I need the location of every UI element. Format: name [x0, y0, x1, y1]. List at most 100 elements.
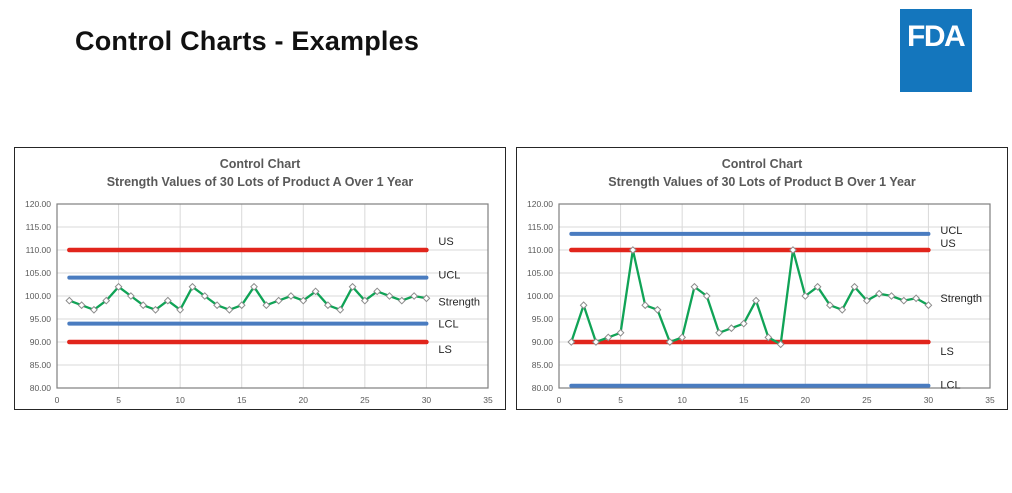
series-label-strength: Strength	[940, 293, 982, 305]
page-title: Control Charts - Examples	[75, 26, 420, 56]
data-point-marker	[385, 292, 394, 300]
data-point-marker	[776, 340, 785, 349]
data-point-marker	[348, 282, 357, 291]
plot-border	[56, 203, 489, 389]
y-tick-label: 85.00	[532, 360, 554, 370]
data-point-marker	[250, 282, 258, 291]
data-point-marker	[641, 301, 650, 310]
ref-line-label-ucl: UCL	[438, 270, 460, 282]
data-point-marker	[77, 301, 86, 310]
fda-logo: FDA	[900, 9, 972, 92]
data-point-marker	[912, 294, 921, 303]
data-point-marker	[715, 328, 723, 337]
chart-b-plot: 80.00 85.00 90.00 95.00 100.00 105.00 110.00 11…	[527, 199, 995, 405]
fda-logo-text: FDA	[907, 20, 966, 53]
data-point-marker	[126, 292, 135, 300]
data-point-marker	[163, 296, 172, 305]
data-point-marker	[665, 338, 674, 346]
data-point-marker	[299, 296, 308, 305]
x-tick-label: 15	[739, 395, 749, 405]
y-tick-label: 110.00	[528, 245, 554, 255]
data-point-marker	[139, 301, 148, 310]
data-point-marker	[887, 292, 896, 300]
data-point-marker	[102, 296, 111, 305]
data-point-marker	[789, 246, 797, 254]
data-point-marker	[727, 324, 736, 333]
chart-b-title-line1: Control Chart	[721, 157, 803, 171]
x-tick-label: 35	[483, 395, 493, 405]
data-point-marker	[752, 296, 760, 305]
data-point-marker	[899, 296, 908, 305]
data-point-marker	[801, 292, 810, 300]
data-point-marker	[924, 301, 933, 310]
chart-b-title: Control Chart Strength Values of 30 Lots…	[517, 155, 1007, 191]
x-tick-label: 30	[422, 395, 432, 405]
ref-line-label-us: US	[940, 238, 955, 250]
data-point-marker	[360, 296, 369, 305]
data-point-marker	[592, 338, 600, 346]
x-tick-label: 5	[116, 395, 121, 405]
x-tick-label: 10	[175, 395, 185, 405]
data-point-marker	[567, 338, 576, 346]
data-point-marker	[579, 301, 588, 310]
x-tick-label: 5	[618, 395, 623, 405]
x-tick-label: 0	[557, 395, 562, 405]
y-tick-label: 80.00	[30, 383, 52, 393]
y-tick-label: 95.00	[30, 314, 52, 324]
ref-line-label-lcl: LCL	[940, 380, 960, 392]
y-tick-label: 105.00	[527, 268, 553, 278]
y-tick-label: 80.00	[532, 383, 554, 393]
data-point-marker	[826, 301, 834, 310]
strength-series-line	[68, 285, 427, 311]
x-tick-label: 25	[862, 395, 872, 405]
data-point-marker	[862, 296, 871, 305]
data-point-marker	[850, 282, 859, 291]
data-point-marker	[336, 305, 345, 314]
data-point-marker	[397, 296, 406, 305]
data-point-marker	[65, 296, 74, 305]
y-tick-label: 100.00	[25, 291, 51, 301]
x-tick-label: 0	[55, 395, 60, 405]
data-point-marker	[262, 301, 271, 310]
y-tick-label: 105.00	[25, 268, 51, 278]
y-tick-label: 100.00	[527, 291, 553, 301]
y-tick-label: 115.00	[528, 222, 554, 232]
data-point-marker	[838, 305, 847, 314]
data-point-marker	[813, 282, 822, 291]
data-point-marker	[225, 305, 234, 314]
y-tick-label: 95.00	[532, 314, 554, 324]
data-point-marker	[287, 292, 295, 300]
x-tick-label: 25	[360, 395, 370, 405]
y-tick-label: 120.00	[527, 199, 553, 209]
y-tick-label: 115.00	[26, 222, 52, 232]
ref-line-label-ucl: UCL	[940, 225, 962, 237]
chart-b-title-line2: Strength Values of 30 Lots of Product B …	[608, 175, 916, 189]
data-point-marker	[690, 282, 699, 291]
y-tick-label: 85.00	[30, 360, 52, 370]
data-point-marker	[90, 305, 98, 314]
data-point-marker	[628, 246, 637, 254]
data-point-marker	[422, 294, 431, 303]
y-tick-label: 90.00	[30, 337, 52, 347]
data-point-marker	[114, 282, 123, 291]
data-point-marker	[702, 292, 711, 300]
y-tick-label: 90.00	[532, 337, 554, 347]
chart-a-title-line1: Control Chart	[219, 157, 301, 171]
x-tick-label: 20	[299, 395, 309, 405]
data-point-marker	[653, 305, 662, 314]
x-tick-label: 35	[985, 395, 995, 405]
data-point-marker	[188, 282, 197, 291]
data-point-marker	[324, 301, 332, 310]
x-tick-label: 15	[237, 395, 247, 405]
data-point-marker	[764, 333, 773, 342]
data-point-marker	[678, 333, 687, 342]
control-chart-product-b: Control Chart Strength Values of 30 Lots…	[516, 147, 1008, 410]
data-point-marker	[274, 296, 283, 305]
data-point-marker	[616, 328, 625, 337]
data-point-marker	[311, 287, 320, 296]
data-point-marker	[604, 333, 613, 342]
x-tick-label: 10	[677, 395, 687, 405]
control-chart-product-a: Control Chart Strength Values of 30 Lots…	[14, 147, 506, 410]
plot-border	[558, 203, 991, 389]
